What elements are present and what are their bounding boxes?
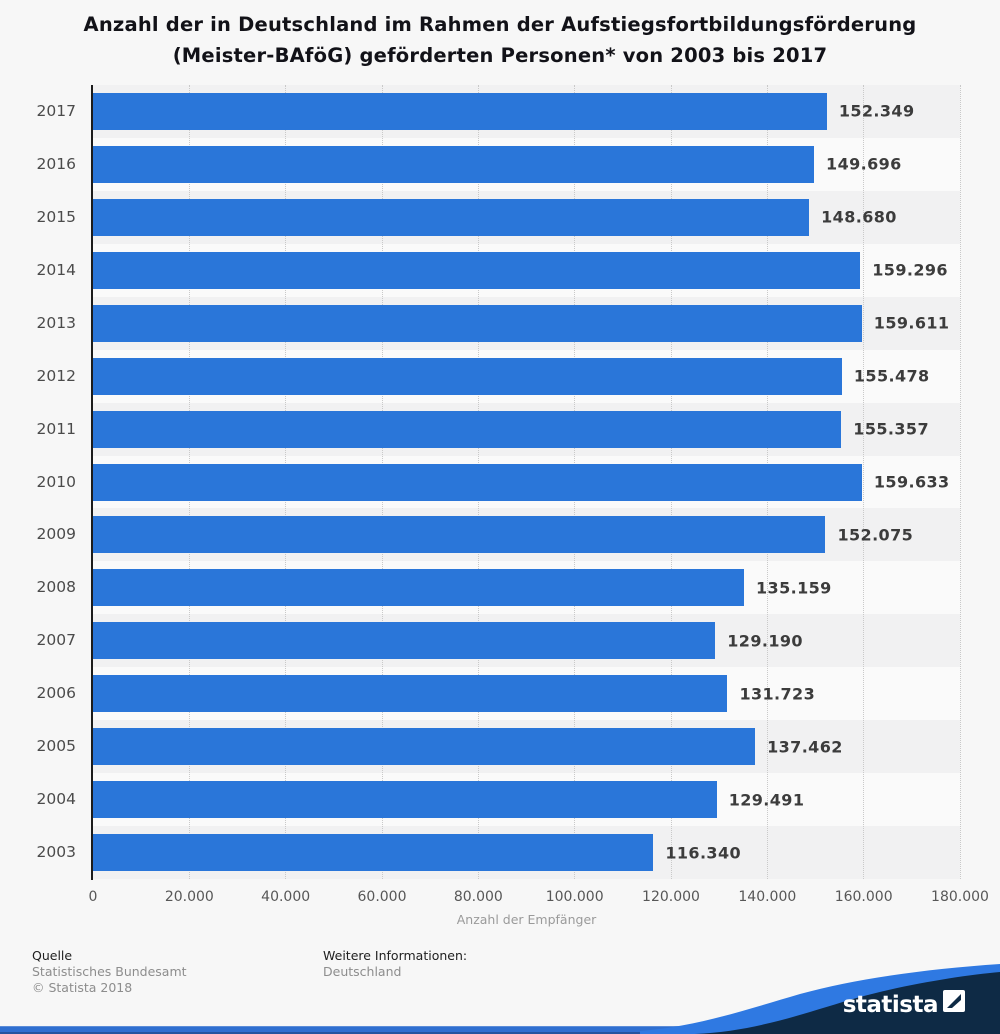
value-label-2009: 152.075: [837, 525, 914, 545]
bar-2004: [93, 781, 717, 819]
bar-2010: [93, 463, 862, 501]
bar-2014: [93, 251, 861, 289]
x-tick-60.000: 60.000: [357, 889, 407, 905]
gridline-180.000: [959, 85, 961, 879]
bar-2003: [93, 834, 654, 872]
x-tick-80.000: 80.000: [453, 889, 503, 905]
year-label-2007: 2007: [36, 631, 76, 650]
year-label-2012: 2012: [36, 366, 76, 385]
year-label-2013: 2013: [36, 313, 76, 332]
year-label-2014: 2014: [36, 260, 76, 279]
value-label-2017: 152.349: [838, 101, 915, 121]
value-label-2014: 159.296: [872, 260, 948, 280]
info-label: Weitere Informationen:: [323, 948, 468, 963]
value-label-2008: 135.159: [756, 578, 832, 598]
bar-2015: [93, 198, 810, 236]
chart-title-line1: Anzahl der in Deutschland im Rahmen der …: [83, 13, 917, 36]
year-label-2015: 2015: [36, 207, 76, 226]
bar-2006: [93, 675, 728, 713]
gridline-160.000: [863, 85, 865, 879]
bar-2008: [93, 569, 745, 607]
bar-2011: [93, 410, 842, 448]
source-name: Statistisches Bundesamt: [32, 964, 187, 979]
year-label-2009: 2009: [36, 525, 76, 544]
info-block: Weitere Informationen: Deutschland: [323, 948, 467, 980]
bar-2005: [93, 728, 756, 766]
value-label-2006: 131.723: [739, 684, 816, 704]
year-label-2005: 2005: [36, 737, 76, 756]
bottom-accent-stripe: [0, 1026, 1000, 1034]
bar-2013: [93, 304, 862, 342]
wave-navy-fill: [695, 972, 1000, 1034]
statista-logo-icon: [943, 990, 965, 1012]
year-label-2016: 2016: [36, 154, 76, 173]
source-block: Quelle Statistisches Bundesamt © Statist…: [32, 948, 187, 996]
x-tick-20.000: 20.000: [164, 889, 214, 905]
chart-title: Anzahl der in Deutschland im Rahmen der …: [0, 9, 1000, 71]
bar-2007: [93, 622, 716, 660]
value-label-2012: 155.478: [853, 366, 930, 386]
chart-title-line2: (Meister-BAföG) geförderten Personen* vo…: [172, 44, 828, 67]
value-label-2004: 129.491: [728, 790, 805, 810]
value-label-2003: 116.340: [665, 843, 742, 863]
value-label-2005: 137.462: [767, 737, 843, 757]
value-label-2016: 149.696: [826, 154, 902, 174]
year-label-2010: 2010: [36, 472, 76, 491]
x-tick-140.000: 140.000: [738, 889, 797, 905]
x-tick-40.000: 40.000: [261, 889, 311, 905]
source-label: Quelle: [32, 948, 73, 963]
x-tick-160.000: 160.000: [834, 889, 893, 905]
bar-chart-plot-area: 152.349 149.696 148.680 159.296 159.611 155.4…: [93, 85, 961, 879]
value-label-2015: 148.680: [821, 207, 897, 227]
value-label-2013: 159.611: [873, 313, 950, 333]
bar-2012: [93, 357, 842, 395]
copyright: © Statista 2018: [32, 980, 133, 995]
statista-logo-text: statista: [843, 992, 938, 1018]
x-tick-180.000: 180.000: [931, 889, 989, 905]
y-axis-labels: 2017 2016 2015 2014 2013 2012 2011 2010 2009 2008…: [0, 85, 76, 879]
bar-2009: [93, 516, 826, 554]
x-tick-100.000: 100.000: [545, 889, 604, 905]
x-axis-title: Anzahl der Empfänger: [456, 912, 597, 927]
year-label-2008: 2008: [36, 578, 76, 597]
year-label-2003: 2003: [36, 843, 76, 862]
y-axis-line: [91, 85, 93, 880]
statista-brand-wave: statista: [640, 964, 1000, 1034]
year-label-2017: 2017: [36, 102, 76, 120]
x-tick-120.000: 120.000: [642, 889, 700, 905]
x-tick-0: 0: [88, 889, 98, 905]
bar-2016: [93, 145, 815, 183]
bar-2017: [93, 92, 827, 130]
year-label-2006: 2006: [36, 684, 76, 703]
value-label-2007: 129.190: [727, 631, 803, 651]
year-label-2011: 2011: [36, 419, 76, 438]
value-label-2010: 159.633: [873, 472, 950, 492]
year-label-2004: 2004: [36, 790, 76, 809]
value-label-2011: 155.357: [853, 419, 929, 439]
info-value: Deutschland: [323, 964, 402, 979]
